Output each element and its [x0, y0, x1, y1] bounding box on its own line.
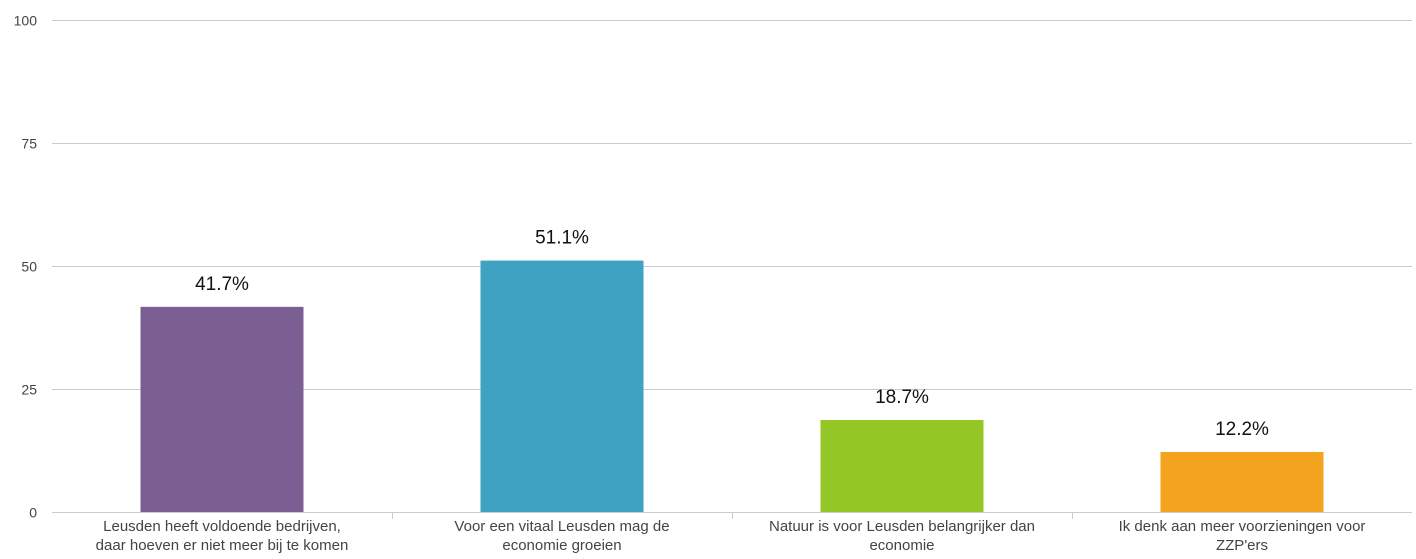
x-category-label-4: Ik denk aan meer voorzieningen voor ZZP'e… [1119, 518, 1366, 554]
y-tick-label-75: 75 [21, 136, 37, 152]
x-category-label-line: Ik denk aan meer voorzieningen voor [1119, 518, 1366, 535]
x-category-label-line: Natuur is voor Leusden belangrijker dan [769, 518, 1035, 535]
bar-1 [140, 306, 304, 512]
bar-3 [820, 419, 984, 512]
x-category-label-line: ZZP'ers [1216, 537, 1268, 554]
x-category-label-line: Leusden heeft voldoende bedrijven, [103, 518, 341, 535]
data-label-2: 51.1% [535, 228, 589, 249]
bar-4 [1160, 451, 1324, 512]
data-label-3: 18.7% [875, 387, 929, 408]
x-category-label-2: Voor een vitaal Leusden mag de economie g… [454, 518, 669, 554]
x-category-label-line: daar hoeven er niet meer bij te komen [96, 537, 349, 554]
data-label-4: 12.2% [1215, 419, 1269, 440]
bars [140, 260, 1324, 512]
x-category-label-1: Leusden heeft voldoende bedrijven, daar h… [96, 518, 349, 554]
x-category-label-line: economie [869, 537, 934, 554]
x-category-label-line: Voor een vitaal Leusden mag de [454, 518, 669, 535]
x-category-label-line: economie groeien [502, 537, 621, 554]
data-label-1: 41.7% [195, 274, 249, 295]
y-axis-ticks: 0 25 50 75 100 [14, 13, 38, 521]
y-tick-label-50: 50 [21, 259, 37, 275]
data-labels: 41.7% 51.1% 18.7% 12.2% [195, 228, 1269, 440]
y-tick-label-0: 0 [29, 505, 37, 521]
x-category-label-3: Natuur is voor Leusden belangrijker dan e… [769, 518, 1035, 554]
bar-2 [480, 260, 644, 512]
x-axis: Leusden heeft voldoende bedrijven, daar h… [52, 512, 1412, 554]
y-tick-label-100: 100 [14, 13, 38, 29]
y-tick-label-25: 25 [21, 382, 37, 398]
